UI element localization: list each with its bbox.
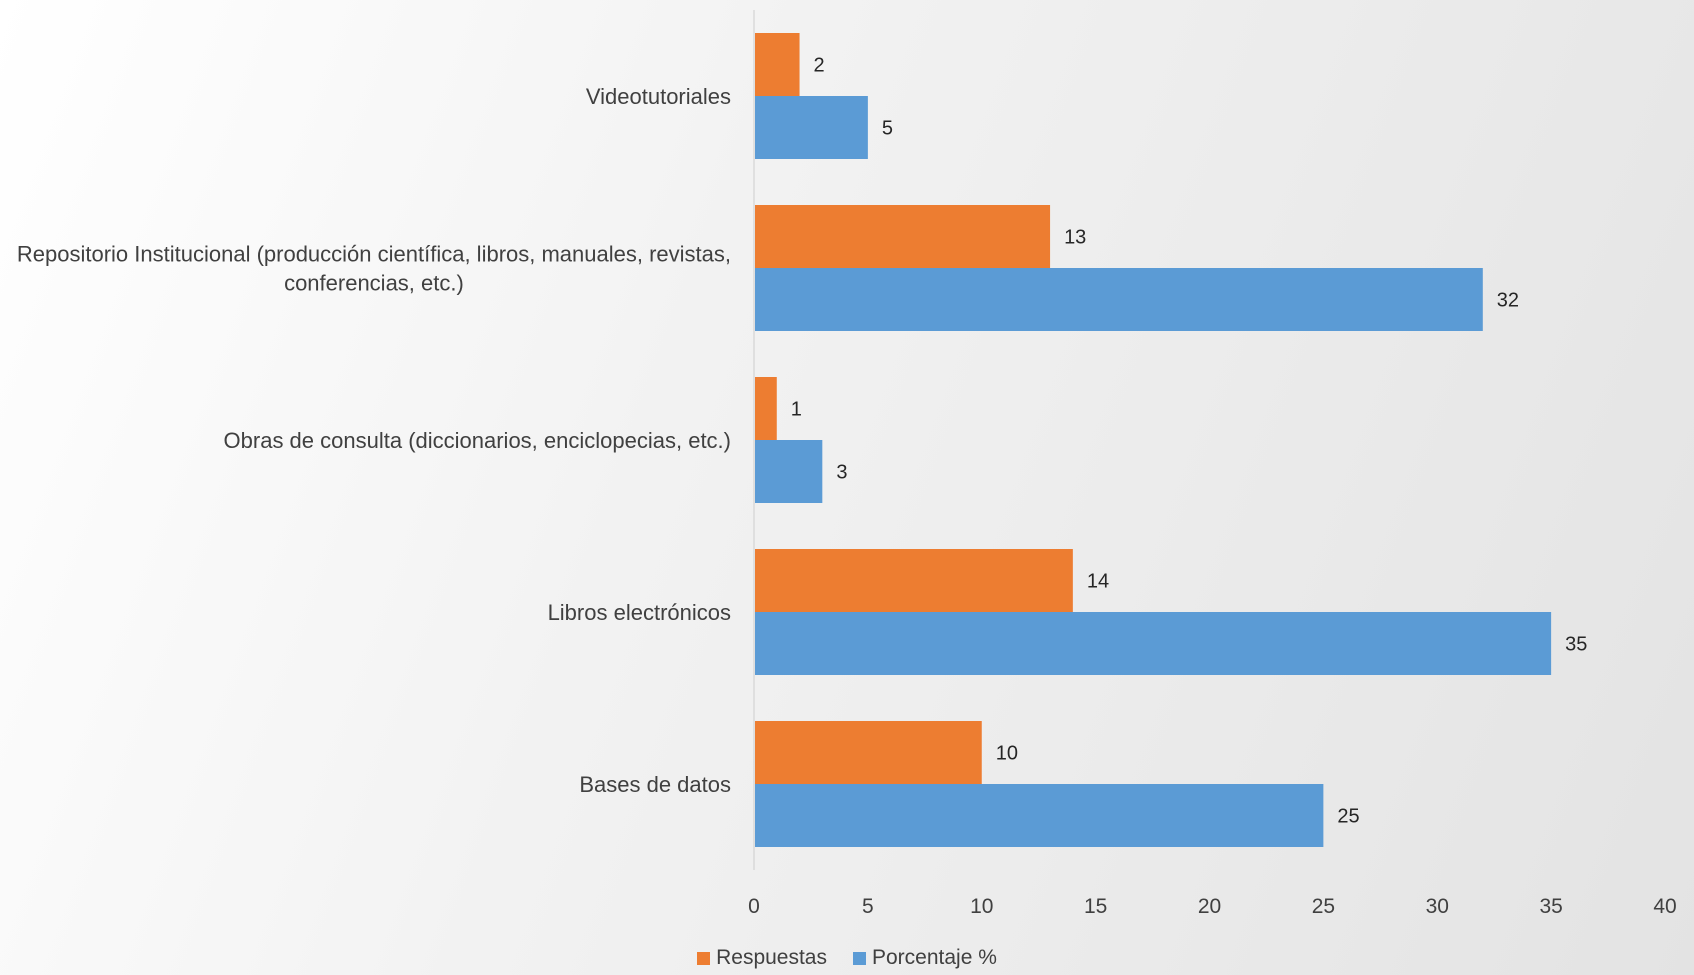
bar-porcentaje	[755, 440, 823, 503]
legend-item-respuestas: Respuestas	[697, 946, 827, 970]
bar-respuestas	[755, 549, 1073, 612]
data-label-respuestas: 1	[791, 399, 802, 421]
data-label-porcentaje: 35	[1565, 634, 1587, 656]
category-label: Videotutoriales	[586, 84, 731, 109]
bar-porcentaje	[755, 612, 1552, 675]
x-tick-label: 25	[1312, 895, 1335, 918]
category-label-line: Repositorio Institucional (producción ci…	[17, 242, 731, 267]
bar-respuestas	[755, 721, 982, 784]
x-tick-label: 30	[1426, 895, 1449, 918]
data-label-respuestas: 10	[996, 743, 1018, 765]
bar-porcentaje	[755, 96, 868, 159]
data-label-porcentaje: 25	[1337, 806, 1359, 828]
category-label-line: conferencias, etc.)	[284, 271, 464, 296]
x-tick-label: 10	[970, 895, 993, 918]
data-label-respuestas: 2	[814, 55, 825, 77]
category-label: Bases de datos	[579, 772, 731, 797]
x-tick-label: 35	[1539, 895, 1562, 918]
data-label-porcentaje: 3	[836, 462, 847, 484]
data-label-respuestas: 14	[1087, 571, 1109, 593]
bar-respuestas	[755, 205, 1051, 268]
legend-item-porcentaje: Porcentaje %	[853, 946, 997, 970]
data-label-porcentaje: 5	[882, 118, 893, 140]
data-label-respuestas: 13	[1064, 227, 1086, 249]
bar-porcentaje	[755, 784, 1324, 847]
x-tick-label: 40	[1653, 895, 1676, 918]
bar-respuestas	[755, 377, 777, 440]
legend-swatch-porcentaje	[853, 951, 866, 965]
x-tick-label: 5	[862, 895, 874, 918]
legend-swatch-respuestas	[697, 951, 711, 965]
bar-porcentaje	[755, 268, 1483, 331]
bar-respuestas	[755, 33, 800, 96]
category-label: Obras de consulta (diccionarios, enciclo…	[224, 428, 731, 453]
category-label: Libros electrónicos	[548, 600, 731, 625]
category-label-line: Obras de consulta (diccionarios, enciclo…	[224, 428, 731, 453]
x-tick-label: 0	[748, 895, 760, 918]
category-label-line: Libros electrónicos	[548, 600, 731, 625]
category-label-line: Bases de datos	[579, 772, 731, 797]
category-label: Repositorio Institucional (producción ci…	[17, 242, 731, 296]
x-tick-label: 20	[1198, 895, 1221, 918]
data-label-porcentaje: 32	[1497, 290, 1519, 312]
category-label-line: Videotutoriales	[586, 84, 731, 109]
x-tick-label: 15	[1084, 895, 1107, 918]
legend-label-porcentaje: Porcentaje %	[872, 946, 997, 969]
legend-label-respuestas: Respuestas	[716, 946, 827, 969]
legend: Respuestas Porcentaje %	[0, 946, 1694, 970]
